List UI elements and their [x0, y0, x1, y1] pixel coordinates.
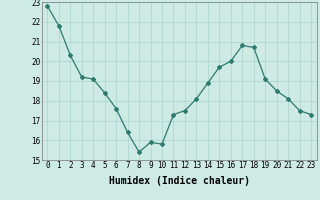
- X-axis label: Humidex (Indice chaleur): Humidex (Indice chaleur): [109, 176, 250, 186]
